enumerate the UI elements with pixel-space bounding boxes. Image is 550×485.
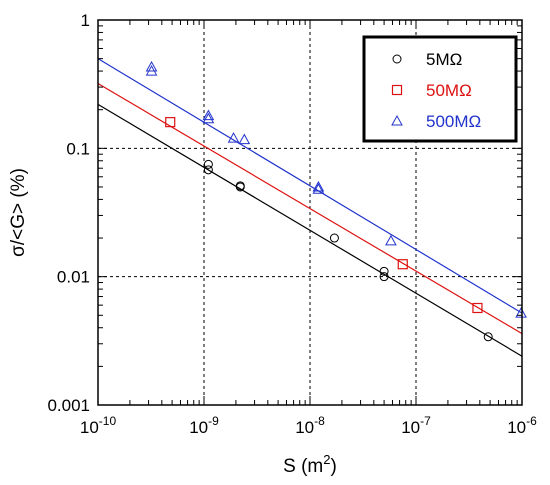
fit-line-square [97,82,523,335]
x-tick-label: 10-6 [507,414,537,437]
data-point-circle [379,272,389,282]
legend-box [362,35,518,143]
x-tick-label: 10-9 [189,414,219,437]
legend-label: 5MΩ [426,50,462,69]
data-point-triangle [145,61,158,72]
y-tick-label: 0.001 [47,396,90,415]
fit-line-triangle [97,58,523,314]
data-point-triangle [202,112,215,124]
legend-marker-triangle [391,114,403,126]
data-point-circle [235,182,245,192]
data-point-square [472,302,483,314]
data-markers [145,61,527,342]
data-point-triangle [238,133,251,145]
tick-labels: 10-10 10-9 10-8 10-7 10-6 1 0.1 0.01 0.001 [47,11,537,437]
data-point-circle [329,233,339,243]
data-point-circle [483,332,493,342]
y-tick-label: 0.1 [66,139,90,158]
legend-marker-circle [392,54,402,64]
legend-label: 500MΩ [426,112,481,131]
data-point-triangle [312,183,325,194]
y-tick-label: 0.01 [57,268,90,287]
x-tick-label: 10-8 [295,414,325,437]
legend-label: 50MΩ [426,81,472,100]
grid [98,20,522,405]
x-axis-title: S (m2) [283,452,337,477]
data-point-triangle [312,180,325,192]
data-point-square [397,259,408,270]
x-tick-label: 10-7 [401,414,431,437]
data-point-circle [203,159,213,169]
data-point-triangle [515,307,527,318]
data-point-circle [379,266,389,276]
y-tick-label: 1 [81,11,90,30]
data-point-triangle [385,234,397,246]
data-point-triangle [145,65,158,76]
data-point-triangle [202,109,215,121]
data-point-square [165,117,176,128]
fit-line-circle [97,103,523,357]
fit-lines [97,58,523,357]
legend-marker-square [391,84,403,96]
legend: 5MΩ 50MΩ 500MΩ [362,35,518,143]
y-axis-title: σ/<G> (%) [8,168,29,257]
data-point-circle [203,165,213,175]
data-point-triangle [227,132,240,143]
axis-ticks [97,20,522,406]
x-tick-label: 10-10 [80,414,117,437]
